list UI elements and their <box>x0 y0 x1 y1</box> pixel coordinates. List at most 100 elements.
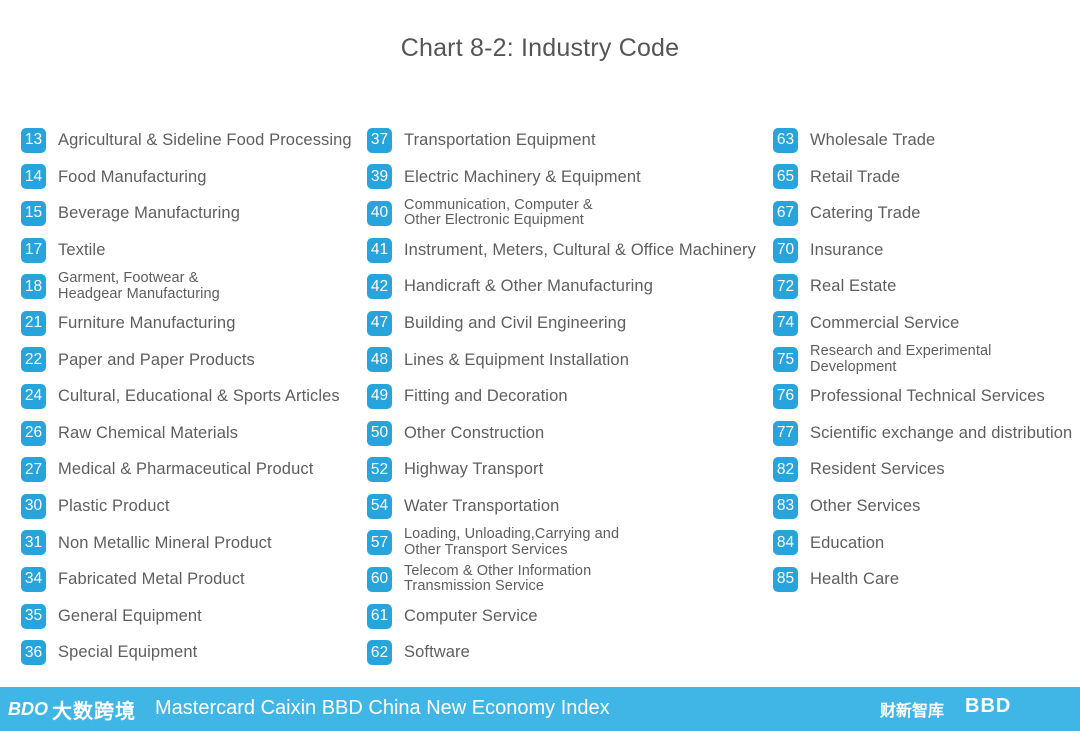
industry-item: 27 Medical & Pharmaceutical Product <box>21 451 361 488</box>
industry-code-badge: 85 <box>773 566 798 592</box>
industry-label: Non Metallic Mineral Product <box>58 533 272 552</box>
industry-column-1: 13 Agricultural & Sideline Food Processin… <box>21 122 361 671</box>
industry-code-badge: 30 <box>21 493 46 519</box>
industry-code-badge: 18 <box>21 274 46 300</box>
industry-item: 77 Scientific exchange and distribution <box>773 415 1078 452</box>
industry-code-badge: 49 <box>367 383 392 409</box>
industry-code-badge: 84 <box>773 530 798 556</box>
industry-code-badge: 70 <box>773 237 798 263</box>
industry-item: 52 Highway Transport <box>367 451 767 488</box>
footer-bar: BDO 大数跨境 Mastercard Caixin BBD China New… <box>0 687 1080 731</box>
industry-code-badge: 75 <box>773 347 798 373</box>
industry-item: 82 Resident Services <box>773 451 1078 488</box>
industry-code-badge: 76 <box>773 383 798 409</box>
industry-item: 61 Computer Service <box>367 598 767 635</box>
industry-label: Communication, Computer & Other Electron… <box>404 196 593 229</box>
industry-label: Professional Technical Services <box>810 387 1045 406</box>
industry-label: Plastic Product <box>58 496 170 515</box>
industry-label: Other Services <box>810 496 921 515</box>
industry-code-badge: 67 <box>773 200 798 226</box>
industry-label: Cultural, Educational & Sports Articles <box>58 387 340 406</box>
industry-label: Telecom & Other Information Transmission… <box>404 562 592 595</box>
industry-item: 74 Commercial Service <box>773 305 1078 342</box>
industry-column-3: 63 Wholesale Trade 65 Retail Trade 67 Caterin… <box>773 122 1078 598</box>
industry-item: 30 Plastic Product <box>21 488 361 525</box>
industry-label: Water Transportation <box>404 496 560 515</box>
industry-label: Lines & Equipment Installation <box>404 350 629 369</box>
industry-label: Agricultural & Sideline Food Processing <box>58 131 352 150</box>
industry-code-badge: 27 <box>21 457 46 483</box>
industry-label: Wholesale Trade <box>810 131 936 150</box>
industry-code-badge: 47 <box>367 310 392 336</box>
industry-item: 49 Fitting and Decoration <box>367 378 767 415</box>
industry-item: 60 Telecom & Other Information Transmissi… <box>367 561 767 598</box>
industry-code-badge: 40 <box>367 200 392 226</box>
industry-code-badge: 21 <box>21 310 46 336</box>
caixin-logo: 财新智库 <box>880 703 945 720</box>
bbd-logo: BBD <box>965 695 1012 717</box>
industry-label: Catering Trade <box>810 204 921 223</box>
industry-code-badge: 39 <box>367 164 392 190</box>
industry-item: 40 Communication, Computer & Other Electr… <box>367 195 767 232</box>
industry-label: Special Equipment <box>58 643 198 662</box>
industry-code-badge: 60 <box>367 566 392 592</box>
industry-label: Education <box>810 533 885 552</box>
industry-item: 54 Water Transportation <box>367 488 767 525</box>
industry-label: Instrument, Meters, Cultural & Office Ma… <box>404 240 756 259</box>
industry-code-badge: 50 <box>367 420 392 446</box>
industry-item: 47 Building and Civil Engineering <box>367 305 767 342</box>
industry-code-badge: 72 <box>773 274 798 300</box>
industry-item: 17 Textile <box>21 232 361 269</box>
brand-mark: BDO <box>8 698 48 719</box>
industry-item: 34 Fabricated Metal Product <box>21 561 361 598</box>
industry-label: Furniture Manufacturing <box>58 314 236 333</box>
industry-code-badge: 83 <box>773 493 798 519</box>
industry-item: 18 Garment, Footwear & Headgear Manufactu… <box>21 268 361 305</box>
industry-code-badge: 52 <box>367 457 392 483</box>
industry-label: Textile <box>58 240 106 259</box>
industry-code-badge: 13 <box>21 127 46 153</box>
industry-code-badge: 31 <box>21 530 46 556</box>
industry-label: Other Construction <box>404 423 545 442</box>
industry-label: Resident Services <box>810 460 945 479</box>
industry-label: Loading, Unloading,Carrying and Other Tr… <box>404 526 620 558</box>
industry-item: 14 Food Manufacturing <box>21 159 361 196</box>
industry-code-badge: 54 <box>367 493 392 519</box>
industry-label: Scientific exchange and distribution <box>810 423 1073 442</box>
industry-item: 70 Insurance <box>773 232 1078 269</box>
industry-code-badge: 24 <box>21 383 46 409</box>
industry-item: 42 Handicraft & Other Manufacturing <box>367 268 767 305</box>
industry-code-badge: 15 <box>21 200 46 226</box>
industry-code-badge: 42 <box>367 274 392 300</box>
industry-code-badge: 37 <box>367 127 392 153</box>
industry-label: Insurance <box>810 240 884 259</box>
industry-label: Beverage Manufacturing <box>58 204 240 223</box>
industry-code-badge: 77 <box>773 420 798 446</box>
industry-label: Garment, Footwear & Headgear Manufacturi… <box>58 270 220 302</box>
industry-item: 15 Beverage Manufacturing <box>21 195 361 232</box>
industry-label: Health Care <box>810 570 900 589</box>
industry-label: Computer Service <box>404 606 538 625</box>
industry-label: Transportation Equipment <box>404 131 596 150</box>
industry-item: 76 Professional Technical Services <box>773 378 1078 415</box>
industry-item: 36 Special Equipment <box>21 634 361 671</box>
industry-code-badge: 22 <box>21 347 46 373</box>
industry-item: 39 Electric Machinery & Equipment <box>367 159 767 196</box>
page-title: Chart 8-2: Industry Code <box>400 34 680 62</box>
industry-item: 31 Non Metallic Mineral Product <box>21 525 361 562</box>
industry-code-badge: 36 <box>21 640 46 666</box>
industry-label: General Equipment <box>58 606 202 625</box>
footer-title: Mastercard Caixin BBD China New Economy … <box>155 697 610 719</box>
industry-item: 75 Research and Experimental Development <box>773 342 1078 379</box>
industry-code-badge: 17 <box>21 237 46 263</box>
industry-item: 84 Education <box>773 525 1078 562</box>
industry-label: Fabricated Metal Product <box>58 570 245 589</box>
industry-item: 22 Paper and Paper Products <box>21 342 361 379</box>
industry-label: Building and Civil Engineering <box>404 314 627 333</box>
industry-code-badge: 63 <box>773 127 798 153</box>
industry-item: 35 General Equipment <box>21 598 361 635</box>
industry-code-badge: 62 <box>367 640 392 666</box>
industry-code-badge: 57 <box>367 530 392 556</box>
industry-item: 57 Loading, Unloading,Carrying and Other … <box>367 525 767 562</box>
industry-code-badge: 48 <box>367 347 392 373</box>
